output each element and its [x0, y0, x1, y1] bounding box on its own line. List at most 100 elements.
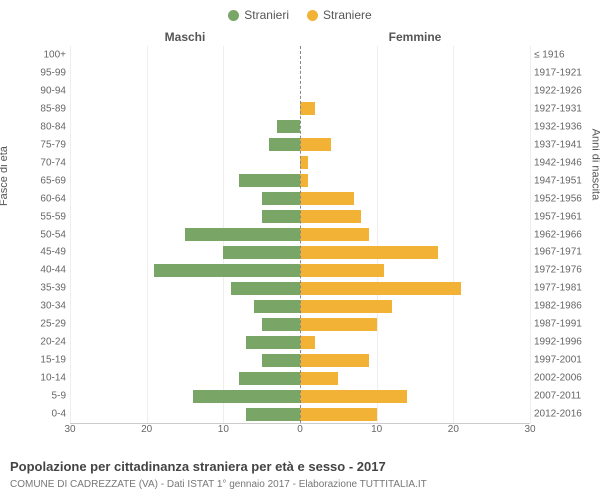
- bar-male: [246, 336, 300, 349]
- birth-label: 1937-1941: [534, 139, 598, 150]
- bar-female: [300, 408, 377, 421]
- bar-container-female: [300, 46, 530, 64]
- bar-container-male: [70, 46, 300, 64]
- birth-label: 2012-2016: [534, 409, 598, 420]
- bar-container-female: [300, 387, 530, 405]
- bar-male: [262, 210, 300, 223]
- bar-container-female: [300, 118, 530, 136]
- birth-label: 1932-1936: [534, 121, 598, 132]
- bar-female: [300, 264, 384, 277]
- x-tick: 20: [141, 424, 152, 435]
- bar-container-female: [300, 64, 530, 82]
- bar-container-female: [300, 297, 530, 315]
- bar-container-female: [300, 315, 530, 333]
- bar-container-male: [70, 387, 300, 405]
- age-label: 90-94: [2, 85, 66, 96]
- legend-label-male: Stranieri: [244, 8, 289, 22]
- birth-label: 1982-1986: [534, 301, 598, 312]
- bar-female: [300, 372, 338, 385]
- x-tick: 30: [524, 424, 535, 435]
- age-label: 20-24: [2, 337, 66, 348]
- bar-female: [300, 300, 392, 313]
- bar-container-male: [70, 208, 300, 226]
- legend: Stranieri Straniere: [0, 0, 600, 26]
- age-label: 5-9: [2, 391, 66, 402]
- bar-container-female: [300, 154, 530, 172]
- section-labels: Maschi Femmine: [70, 30, 530, 44]
- age-label: 70-74: [2, 157, 66, 168]
- pyramid-chart: 100+≤ 191695-991917-192190-941922-192685…: [70, 46, 530, 424]
- birth-label: 1997-2001: [534, 355, 598, 366]
- section-label-female: Femmine: [300, 30, 530, 44]
- age-label: 85-89: [2, 103, 66, 114]
- bar-male: [154, 264, 300, 277]
- x-tick: 0: [297, 424, 303, 435]
- age-label: 35-39: [2, 283, 66, 294]
- bar-male: [239, 174, 300, 187]
- birth-label: 2002-2006: [534, 373, 598, 384]
- bar-container-female: [300, 100, 530, 118]
- age-label: 10-14: [2, 373, 66, 384]
- legend-swatch-male: [228, 10, 239, 21]
- bar-female: [300, 354, 369, 367]
- bar-container-male: [70, 405, 300, 423]
- age-label: 65-69: [2, 175, 66, 186]
- bar-container-male: [70, 226, 300, 244]
- bar-female: [300, 228, 369, 241]
- birth-label: ≤ 1916: [534, 49, 598, 60]
- bar-container-male: [70, 369, 300, 387]
- age-label: 25-29: [2, 319, 66, 330]
- age-label: 80-84: [2, 121, 66, 132]
- section-label-male: Maschi: [70, 30, 300, 44]
- birth-label: 1947-1951: [534, 175, 598, 186]
- bar-container-female: [300, 136, 530, 154]
- legend-item-male: Stranieri: [228, 8, 289, 22]
- bar-container-female: [300, 190, 530, 208]
- age-label: 55-59: [2, 211, 66, 222]
- bar-female: [300, 246, 438, 259]
- bar-female: [300, 336, 315, 349]
- birth-label: 1917-1921: [534, 67, 598, 78]
- age-label: 15-19: [2, 355, 66, 366]
- bar-container-female: [300, 226, 530, 244]
- birth-label: 2007-2011: [534, 391, 598, 402]
- x-tick: 30: [64, 424, 75, 435]
- birth-label: 1952-1956: [534, 193, 598, 204]
- bar-female: [300, 138, 331, 151]
- bar-container-male: [70, 82, 300, 100]
- bar-container-female: [300, 208, 530, 226]
- bar-container-female: [300, 261, 530, 279]
- bar-container-male: [70, 190, 300, 208]
- x-tick: 10: [218, 424, 229, 435]
- birth-label: 1962-1966: [534, 229, 598, 240]
- bar-container-male: [70, 333, 300, 351]
- bar-container-female: [300, 172, 530, 190]
- bar-container-female: [300, 369, 530, 387]
- birth-label: 1942-1946: [534, 157, 598, 168]
- age-label: 75-79: [2, 139, 66, 150]
- bar-female: [300, 210, 361, 223]
- grid-line: [453, 46, 454, 423]
- bar-container-male: [70, 243, 300, 261]
- birth-label: 1967-1971: [534, 247, 598, 258]
- bar-male: [277, 120, 300, 133]
- grid-line: [70, 46, 71, 423]
- age-label: 40-44: [2, 265, 66, 276]
- grid-line: [530, 46, 531, 423]
- chart-title: Popolazione per cittadinanza straniera p…: [10, 459, 386, 474]
- legend-item-female: Straniere: [307, 8, 372, 22]
- bar-container-female: [300, 351, 530, 369]
- birth-label: 1992-1996: [534, 337, 598, 348]
- legend-label-female: Straniere: [323, 8, 372, 22]
- bar-female: [300, 102, 315, 115]
- bar-male: [262, 354, 300, 367]
- bar-female: [300, 156, 308, 169]
- age-label: 100+: [2, 49, 66, 60]
- age-label: 50-54: [2, 229, 66, 240]
- bar-container-male: [70, 315, 300, 333]
- bar-container-female: [300, 82, 530, 100]
- age-label: 95-99: [2, 67, 66, 78]
- x-tick: 20: [448, 424, 459, 435]
- bar-container-male: [70, 172, 300, 190]
- age-label: 45-49: [2, 247, 66, 258]
